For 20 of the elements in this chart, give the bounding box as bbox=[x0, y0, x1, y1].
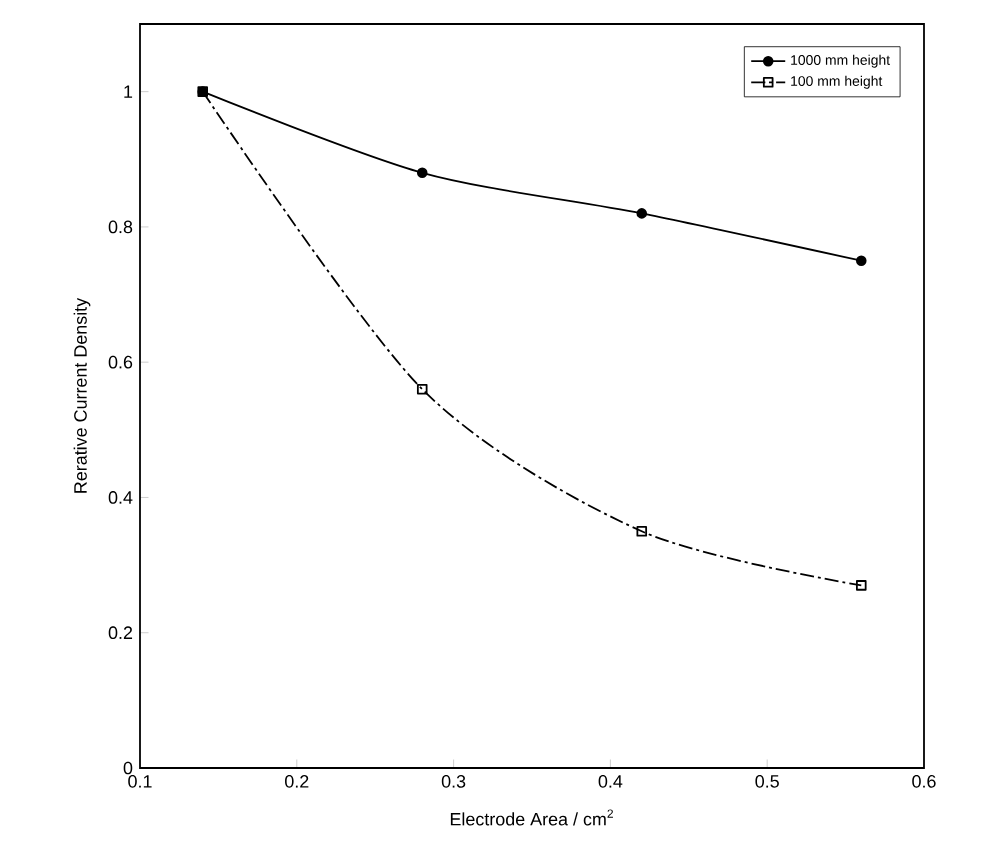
point bbox=[855, 255, 867, 267]
y-axis-title: Rerative Current Density bbox=[73, 297, 91, 493]
point bbox=[855, 580, 867, 591]
y-tick-label: 0.4 bbox=[108, 491, 133, 504]
point bbox=[416, 167, 428, 179]
y-tick-label: 0.6 bbox=[108, 355, 133, 369]
point bbox=[416, 383, 428, 395]
point bbox=[636, 525, 648, 537]
point bbox=[636, 208, 648, 219]
y-tick-label: 0.2 bbox=[108, 626, 133, 640]
x-tick-label: 0.3 bbox=[441, 775, 466, 788]
x-tick-label: 0.5 bbox=[755, 775, 779, 788]
x-tick-label: 0.6 bbox=[912, 775, 936, 788]
x-axis-title: Electrode Area / cm$^{2}$ bbox=[450, 809, 613, 826]
x-tick-label: 0.1 bbox=[128, 775, 152, 788]
x-tick-label: 0.4 bbox=[598, 775, 623, 788]
y-tick-label: 0.8 bbox=[108, 220, 133, 234]
y-tick-label: 1 bbox=[124, 85, 133, 98]
x-tick-label: 0.2 bbox=[285, 775, 309, 788]
y-tick-label: 0 bbox=[123, 761, 133, 775]
